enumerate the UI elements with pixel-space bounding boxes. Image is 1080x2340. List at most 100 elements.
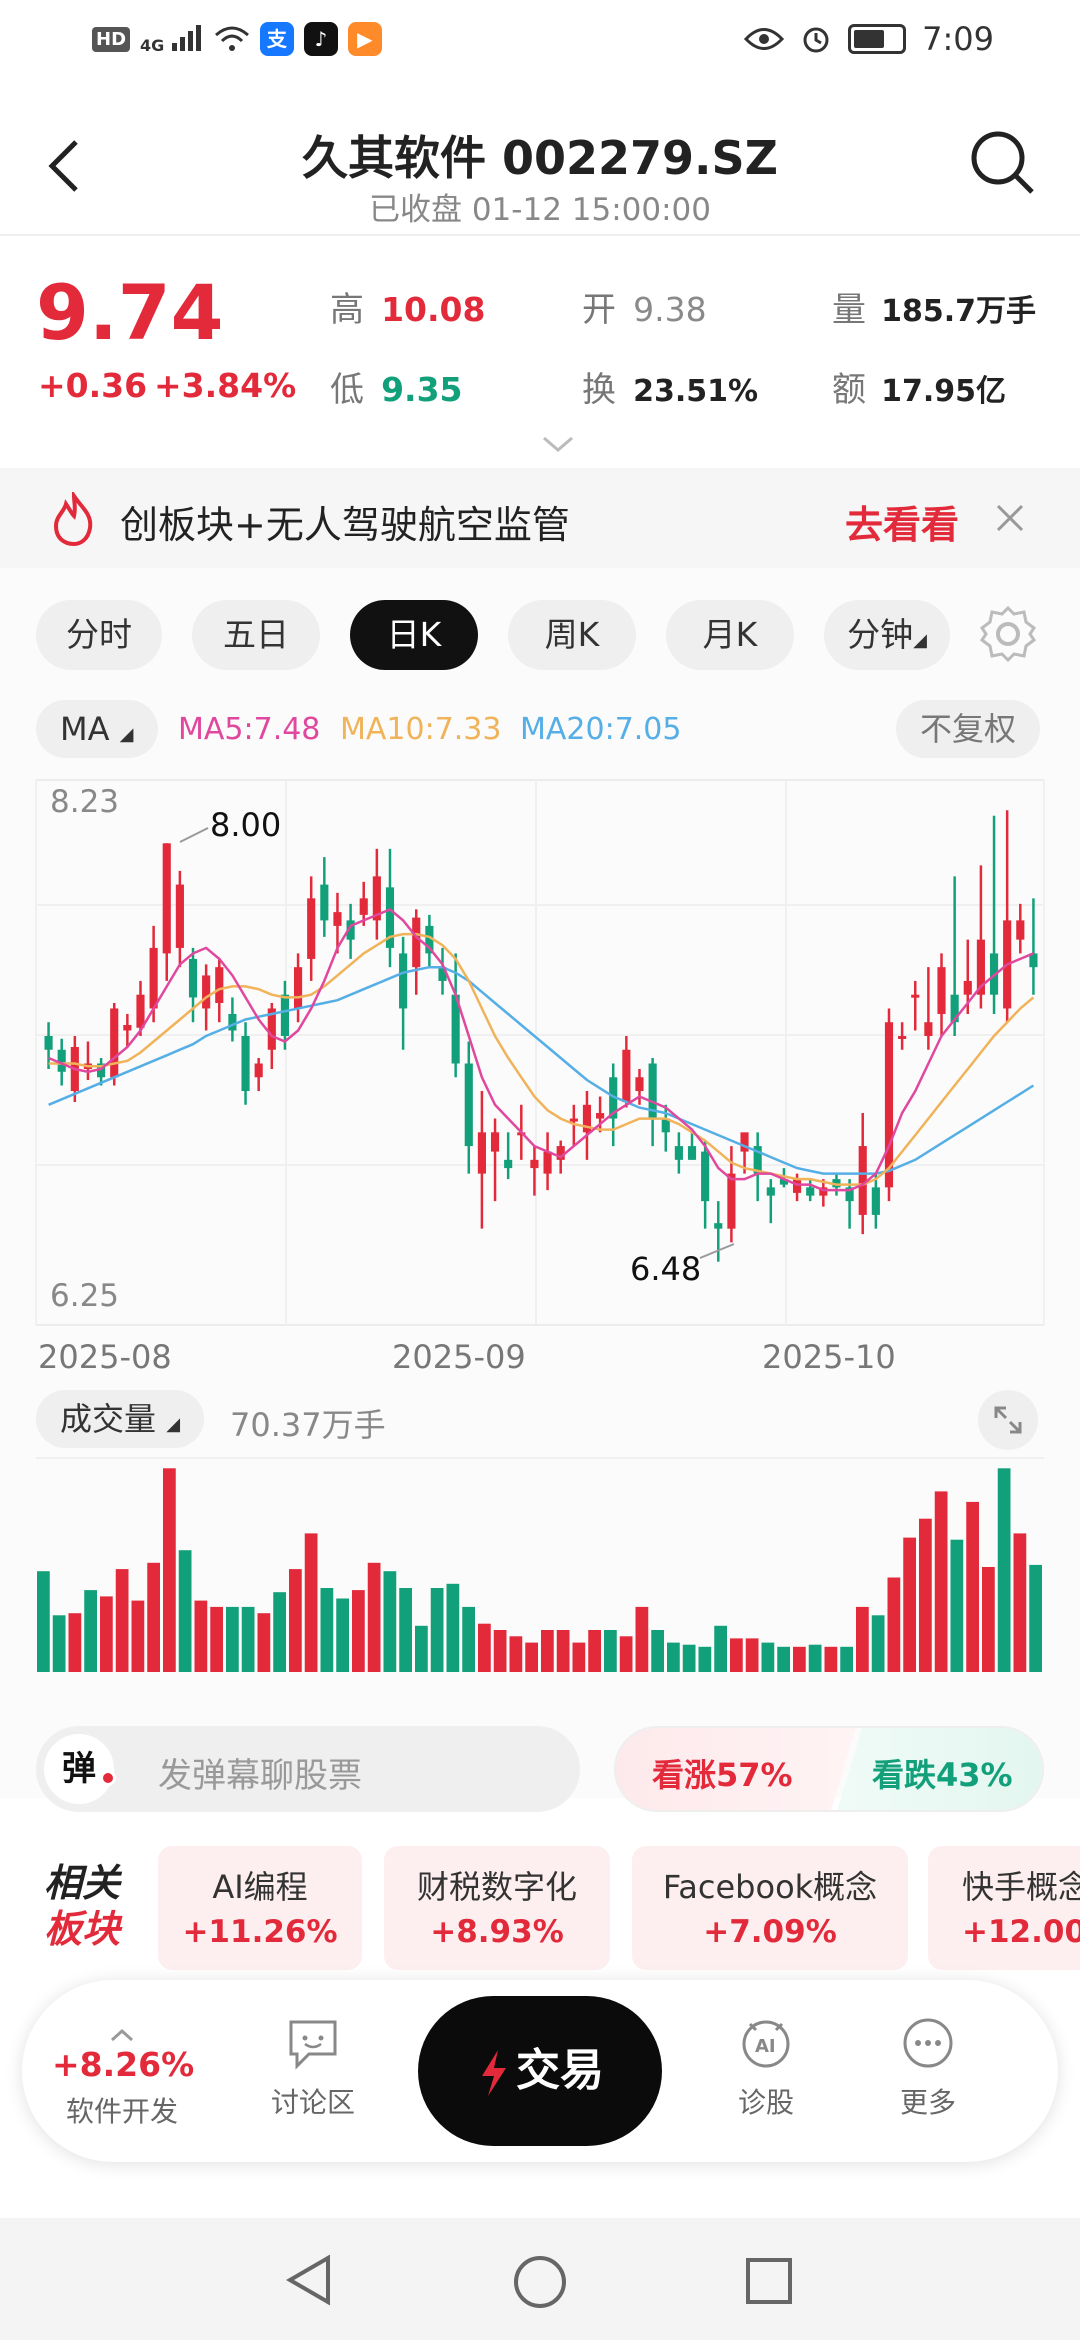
candle-body [188, 958, 198, 998]
candle-body [635, 1077, 644, 1092]
stock-title: 久其软件 002279.SZ [301, 131, 778, 185]
volume-bar [131, 1600, 145, 1672]
volume-bar [887, 1577, 901, 1672]
volume-bar [320, 1588, 334, 1672]
volume-bar [178, 1550, 192, 1672]
status-bar: HD 4G 支 ♪ ▶ 7:09 [0, 0, 1080, 86]
ma5-line [48, 907, 1034, 1192]
vote-down-value: 43% [936, 1756, 1013, 1794]
candle-body [490, 1132, 500, 1152]
stat-volume: 量 185.7万手 [832, 282, 1036, 331]
tab-intraday[interactable]: 分时 [36, 600, 162, 670]
banner-go-link[interactable]: 去看看 [845, 503, 960, 547]
volume-bar [808, 1644, 822, 1672]
candle-body [228, 1013, 237, 1031]
industry-button[interactable]: +8.26% 软件开发 [52, 2016, 194, 2130]
volume-bar [541, 1630, 554, 1672]
x-tick-oct: 2025-10 [762, 1338, 896, 1370]
chart-gridlines [35, 779, 1045, 1326]
volume-bar [493, 1630, 507, 1672]
volume-bar [273, 1592, 286, 1672]
sector-card[interactable]: Facebook概念 +7.09% [632, 1846, 908, 1970]
sector-card[interactable]: 快手概念 +12.00% [928, 1846, 1080, 1970]
tab-minute-label: 分钟 [847, 615, 914, 654]
candle-body [202, 975, 211, 1009]
sector-card[interactable]: AI编程 +11.26% [158, 1846, 362, 1970]
candle-body [267, 1008, 276, 1050]
ma-selector[interactable]: MA ◢ [36, 700, 158, 758]
stat-high-value: 10.08 [381, 290, 486, 329]
candle-body [464, 1063, 473, 1147]
tab-weekly-k[interactable]: 周K [508, 600, 636, 670]
sector-card[interactable]: 财税数字化 +8.93% [384, 1846, 610, 1970]
volume-bar [367, 1562, 381, 1672]
volume-bar [793, 1646, 806, 1672]
stat-low: 低 9.35 [330, 362, 463, 411]
danmu-toggle[interactable]: 弹 [44, 1734, 114, 1804]
back-icon[interactable] [44, 138, 84, 194]
candle-body [149, 947, 158, 1009]
expand-chevron-icon[interactable] [540, 434, 576, 456]
stat-amount: 额 17.95亿 [832, 362, 1006, 411]
stat-high-label: 高 [330, 290, 364, 330]
candle-body [425, 925, 434, 954]
topic-banner[interactable]: 创板块+无人驾驶航空监管 去看看 [0, 468, 1080, 568]
low-marker-label: 6.48 [630, 1250, 701, 1288]
candlestick-chart[interactable]: 8.23 6.25 8.00 6.48 2025-08 2025-09 2025… [0, 770, 1080, 1370]
tab-daily-k[interactable]: 日K [350, 600, 478, 670]
volume-bar [352, 1590, 365, 1672]
x-tick-sep: 2025-09 [392, 1338, 526, 1370]
tab-monthly-k[interactable]: 月K [666, 600, 794, 670]
volume-bar [934, 1491, 948, 1672]
candle-body [136, 994, 145, 1028]
candle-body [110, 1008, 119, 1078]
close-icon[interactable] [996, 504, 1024, 532]
volume-bar [525, 1642, 538, 1672]
candle-body [175, 884, 184, 948]
candle-body [596, 1113, 605, 1119]
candle-body [819, 1187, 828, 1196]
tab-five-day[interactable]: 五日 [192, 600, 320, 670]
stat-volume-value: 185.7万手 [881, 294, 1036, 329]
candle-body [412, 917, 421, 968]
volume-selector[interactable]: 成交量 ◢ [36, 1390, 205, 1448]
more-button[interactable]: 更多 [878, 2016, 978, 2121]
search-icon[interactable] [966, 126, 1038, 198]
vote-up-button[interactable]: 看涨57% [652, 1750, 793, 1796]
candle-body [609, 1077, 618, 1119]
market-status: 已收盘 01-12 15:00:00 [368, 192, 711, 228]
candle-body [57, 1049, 66, 1072]
discuss-button[interactable]: 讨论区 [258, 2016, 368, 2121]
related-sectors-title: 相关 板块 [44, 1860, 120, 1952]
adjust-selector[interactable]: 不复权 [896, 700, 1041, 758]
fullscreen-icon[interactable] [976, 1388, 1040, 1452]
tab-minute[interactable]: 分钟◢ [824, 600, 950, 670]
volume-bar [446, 1583, 460, 1672]
svg-text:AI: AI [755, 2036, 776, 2057]
volume-bar [1013, 1533, 1027, 1672]
danmu-input[interactable]: 弹 发弹幕聊股票 [36, 1726, 580, 1812]
trade-button[interactable]: 交易 [418, 1996, 662, 2146]
volume-bar [604, 1630, 617, 1672]
candle-body [372, 876, 381, 921]
system-back-icon[interactable] [284, 2254, 334, 2306]
volume-bar [289, 1569, 302, 1672]
vote-down-button[interactable]: 看跌43% [872, 1750, 1013, 1796]
ai-diagnose-icon: AI [742, 2020, 790, 2068]
wifi-icon [214, 26, 249, 51]
settings-gear-icon[interactable] [978, 604, 1038, 664]
y-axis-top-label: 8.23 [50, 784, 119, 820]
candle-body [898, 1035, 907, 1039]
volume-bar-chart [36, 1457, 1044, 1672]
candle-body [884, 1022, 894, 1188]
sector-pct: +7.09% [703, 1914, 837, 1950]
more-label: 更多 [899, 2086, 956, 2119]
diagnose-button[interactable]: AI 诊股 [716, 2016, 816, 2121]
candle-body [582, 1104, 592, 1133]
discuss-label: 讨论区 [270, 2086, 355, 2119]
candle-body [963, 980, 972, 995]
system-home-icon[interactable] [512, 2254, 568, 2310]
system-recents-icon[interactable] [744, 2256, 794, 2306]
candle-body [254, 1063, 263, 1078]
candle-body [123, 1024, 132, 1031]
